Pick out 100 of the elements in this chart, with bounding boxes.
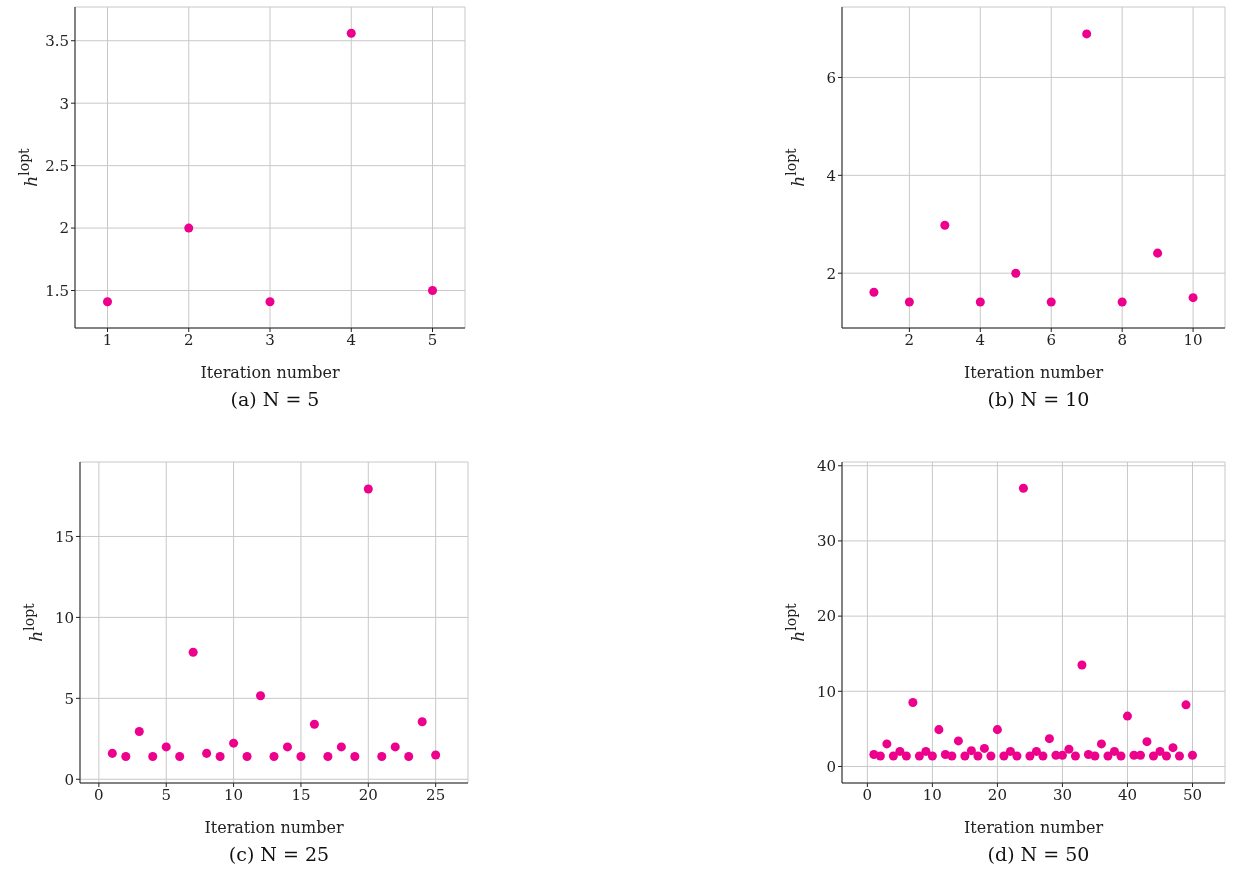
point: [1188, 293, 1198, 303]
x-tick-label: 1: [102, 330, 113, 349]
point: [1148, 751, 1158, 761]
text: (c) N = 25: [227, 843, 331, 865]
y-tick-label: 1.5: [45, 281, 69, 300]
point: [908, 698, 918, 708]
y-tick-label: 10: [54, 608, 74, 627]
text: (a) N = 5: [229, 388, 321, 410]
point: [161, 742, 171, 752]
point: [215, 751, 225, 761]
point: [1117, 297, 1127, 307]
point: [350, 751, 360, 761]
point: [269, 751, 279, 761]
point: [188, 647, 198, 657]
point: [1096, 739, 1106, 749]
x-tick-label: 15: [291, 785, 311, 804]
point: [107, 748, 117, 758]
point: [202, 748, 212, 758]
y-tick-label: 0: [826, 757, 836, 776]
point: [901, 751, 911, 761]
point: [869, 287, 879, 297]
point: [1012, 751, 1022, 761]
point: [296, 751, 306, 761]
point: [986, 751, 996, 761]
x-tick-label: 20: [358, 785, 378, 804]
y-tick-label: 40: [816, 457, 836, 476]
point: [927, 751, 937, 761]
point: [1187, 750, 1197, 760]
point: [1070, 751, 1080, 761]
x-axis-title: Iteration number: [204, 818, 344, 837]
point: [1142, 737, 1152, 747]
point: [1044, 734, 1054, 744]
point: [417, 717, 427, 727]
point: [1090, 751, 1100, 761]
x-tick-label: 5: [161, 785, 171, 804]
x-tick-label: 10: [922, 785, 942, 804]
point: [914, 751, 924, 761]
point: [242, 751, 252, 761]
y-tick-label: 0: [64, 770, 74, 789]
point: [1046, 297, 1056, 307]
point: [390, 742, 400, 752]
point: [184, 223, 194, 233]
point: [363, 484, 373, 494]
x-tick-label: 20: [987, 785, 1007, 804]
point: [1038, 751, 1048, 761]
point: [875, 751, 885, 761]
y-tick-label: 3.5: [45, 32, 69, 51]
point: [229, 738, 239, 748]
point: [1116, 751, 1126, 761]
point: [134, 727, 144, 737]
point: [1174, 751, 1184, 761]
point: [1064, 744, 1074, 754]
x-tick-label: 3: [265, 330, 275, 349]
point: [336, 742, 346, 752]
point: [953, 736, 963, 746]
point: [404, 751, 414, 761]
text: (d) N = 50: [986, 843, 1091, 865]
point: [992, 725, 1002, 735]
x-tick-label: 10: [224, 785, 244, 804]
x-tick-label: 6: [1046, 330, 1056, 349]
point: [966, 746, 976, 756]
x-tick-label: 2: [183, 330, 194, 349]
point: [888, 751, 898, 761]
y-tick-label: 4: [826, 166, 836, 185]
x-axis-title: Iteration number: [963, 363, 1104, 382]
y-tick-label: 30: [816, 532, 836, 551]
point: [148, 751, 158, 761]
point: [1181, 700, 1191, 710]
x-tick-label: 25: [426, 785, 446, 804]
y-tick-label: 5: [64, 689, 74, 708]
point: [1018, 483, 1028, 493]
x-tick-label: 2: [904, 330, 915, 349]
point: [377, 751, 387, 761]
point: [1161, 751, 1171, 761]
point: [431, 750, 441, 760]
point: [1005, 746, 1015, 756]
y-tick-label: 3: [59, 94, 69, 113]
point: [175, 751, 185, 761]
point: [960, 751, 970, 761]
x-axis-title: Iteration number: [200, 363, 340, 382]
y-tick-label: 15: [54, 527, 74, 546]
point: [882, 739, 892, 749]
x-tick-label: 10: [1183, 330, 1203, 349]
text: (b) N = 10: [986, 388, 1091, 410]
x-tick-label: 50: [1182, 785, 1203, 804]
point: [1011, 268, 1021, 278]
point: [904, 297, 914, 307]
point: [427, 286, 438, 296]
point: [1031, 746, 1041, 756]
y-tick-label: 20: [816, 607, 836, 626]
x-tick-label: 4: [346, 330, 357, 349]
point: [975, 297, 985, 307]
x-tick-label: 0: [94, 785, 104, 804]
x-tick-label: 40: [1117, 785, 1138, 804]
x-tick-label: 8: [1117, 330, 1127, 349]
point: [921, 746, 931, 756]
y-tick-label: 2: [826, 264, 836, 283]
x-axis-title: Iteration number: [963, 818, 1104, 837]
point: [1109, 746, 1119, 756]
point: [1122, 711, 1132, 721]
